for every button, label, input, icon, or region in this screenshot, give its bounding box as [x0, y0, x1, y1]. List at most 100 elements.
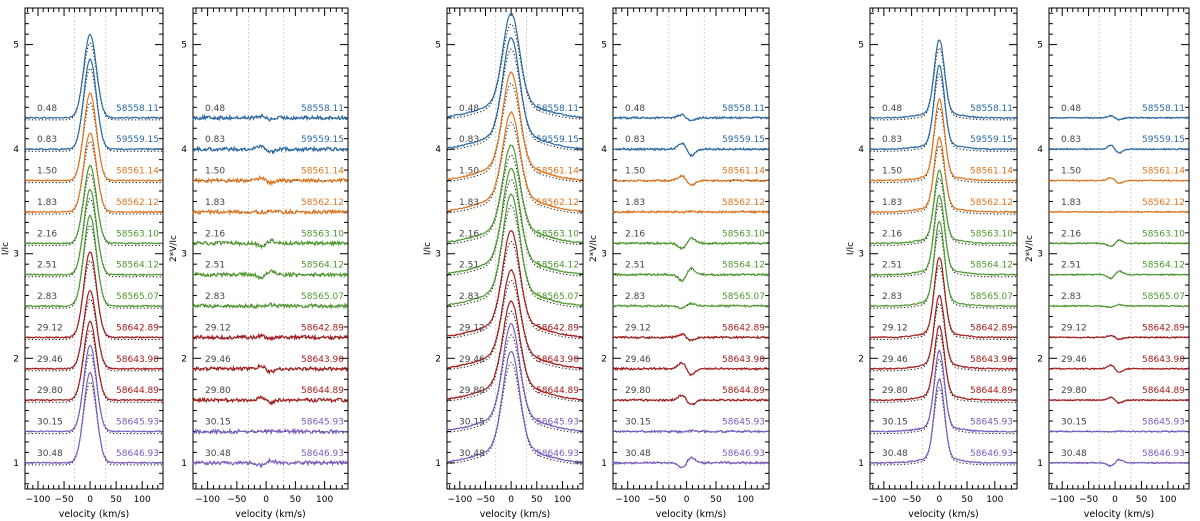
y-tick-label: 3: [435, 250, 441, 260]
x-tick-label: −100: [1050, 495, 1075, 505]
observed-curve-58645.93: [24, 344, 163, 434]
phase-label: 2.83: [37, 292, 57, 302]
x-tick-label: 0: [684, 495, 690, 505]
date-label: 58561.14: [536, 167, 579, 177]
observed-curve-58564.12: [446, 167, 583, 275]
x-tick-label: −50: [902, 495, 921, 505]
observed-curve-58565.07: [446, 192, 583, 307]
phase-label: 1.83: [459, 198, 479, 208]
y-tick-label: 4: [13, 145, 19, 155]
x-tick-label: −100: [872, 495, 897, 505]
phase-label: 2.51: [1061, 261, 1081, 271]
phase-label: 29.12: [37, 323, 63, 333]
x-tick-label: 100: [737, 495, 754, 505]
phase-label: 2.83: [882, 292, 902, 302]
date-label: 58644.89: [116, 386, 159, 396]
phase-label: 2.16: [1061, 229, 1081, 239]
date-label: 58644.89: [722, 386, 765, 396]
y-tick-label: 1: [1037, 459, 1043, 469]
phase-label: 2.51: [37, 261, 57, 271]
y-tick-label: 4: [858, 145, 864, 155]
model-curve-58565.07: [447, 205, 583, 308]
y-tick-label: 3: [181, 250, 187, 260]
phase-label: 29.46: [882, 355, 908, 365]
date-label: 58563.10: [116, 229, 159, 239]
observed-curve-58565.07: [192, 302, 348, 310]
observed-curve-58563.10: [446, 144, 583, 244]
panel-frame: [869, 7, 1018, 490]
model-curve-58645.93: [613, 430, 769, 433]
phase-label: 30.15: [1061, 417, 1087, 427]
observed-curve-58564.12: [869, 194, 1017, 277]
phase-label: 30.48: [882, 449, 908, 459]
observed-curve-58642.89: [1048, 334, 1189, 341]
observed-curve-58565.07: [24, 214, 163, 308]
x-tick-label: 0: [263, 495, 269, 505]
observed-curve-58643.90: [446, 268, 583, 369]
y-tick-label: 5: [1037, 41, 1043, 51]
observed-curve-58562.12: [612, 209, 769, 215]
y-tick-label: 3: [13, 250, 19, 260]
panel-5-intensity: −100 −50 0 50 100 velocity (km/s) 1 2 3 4 5 I/Ic 0.4…: [846, 7, 1018, 520]
phase-label: 29.80: [882, 386, 908, 396]
y-tick-label: 1: [13, 459, 19, 469]
date-label: 58558.11: [301, 104, 344, 114]
phase-label: 0.83: [37, 135, 57, 145]
phase-label: 29.12: [459, 323, 485, 333]
phase-label: 0.48: [459, 104, 479, 114]
y-tick-label: 2: [1037, 354, 1043, 364]
observed-curve-58564.12: [192, 268, 348, 281]
x-tick-label: 50: [531, 495, 543, 505]
date-label: 58645.93: [1142, 417, 1185, 427]
phase-label: 29.46: [1061, 355, 1087, 365]
phase-label: 2.83: [459, 292, 479, 302]
phase-label: 30.48: [625, 449, 651, 459]
observed-curve-58561.14: [25, 92, 163, 183]
model-curve-58562.12: [870, 145, 1017, 215]
observed-curve-58564.12: [613, 267, 769, 283]
observed-curve-58642.89: [192, 332, 348, 342]
observed-curve-58558.11: [192, 113, 348, 122]
observed-curve-58564.12: [1048, 269, 1189, 280]
phase-label: 1.50: [37, 167, 57, 177]
y-tick-label: 2: [601, 354, 607, 364]
x-tick-label: 50: [1136, 495, 1148, 505]
observed-curve-58562.12: [24, 132, 163, 214]
phase-label: 2.51: [459, 261, 479, 271]
observed-curve-58563.10: [1048, 239, 1189, 247]
model-curve-58564.12: [870, 202, 1017, 278]
observed-curve-58562.12: [1049, 210, 1189, 214]
x-axis-label: velocity (km/s): [235, 509, 305, 520]
observed-curve-58646.93: [612, 455, 769, 469]
phase-label: 0.48: [1061, 104, 1081, 114]
date-label: 58642.89: [116, 323, 159, 333]
y-axis-label: I/Ic: [846, 242, 856, 255]
x-tick-label: −100: [447, 495, 472, 505]
date-label: 58646.93: [722, 449, 765, 459]
observed-curve-58646.93: [446, 351, 583, 464]
date-label: 58564.12: [722, 261, 765, 271]
model-curve-58563.10: [870, 177, 1017, 246]
model-curve-58642.89: [870, 265, 1017, 340]
phase-label: 30.15: [37, 417, 63, 427]
x-tick-label: −100: [195, 495, 220, 505]
x-tick-label: −50: [1079, 495, 1098, 505]
date-label: 58565.07: [970, 292, 1013, 302]
date-label: 58644.89: [536, 386, 579, 396]
date-label: 58564.12: [536, 261, 579, 271]
date-label: 58644.89: [1142, 386, 1185, 396]
date-label: 58645.93: [536, 417, 579, 427]
date-label: 58564.12: [1142, 261, 1185, 271]
phase-label: 1.83: [37, 198, 57, 208]
observed-curve-58563.10: [192, 237, 348, 250]
date-label: 58646.93: [970, 449, 1013, 459]
date-label: 58646.93: [301, 449, 344, 459]
observed-curve-58563.10: [870, 169, 1017, 245]
date-label: 59559.15: [301, 135, 344, 145]
model-curve-59559.15: [870, 73, 1017, 152]
phase-label: 29.80: [205, 386, 231, 396]
x-tick-label: 100: [1159, 495, 1176, 505]
date-label: 58563.10: [970, 229, 1013, 239]
date-label: 58563.10: [301, 229, 344, 239]
phase-label: 1.50: [1061, 167, 1081, 177]
